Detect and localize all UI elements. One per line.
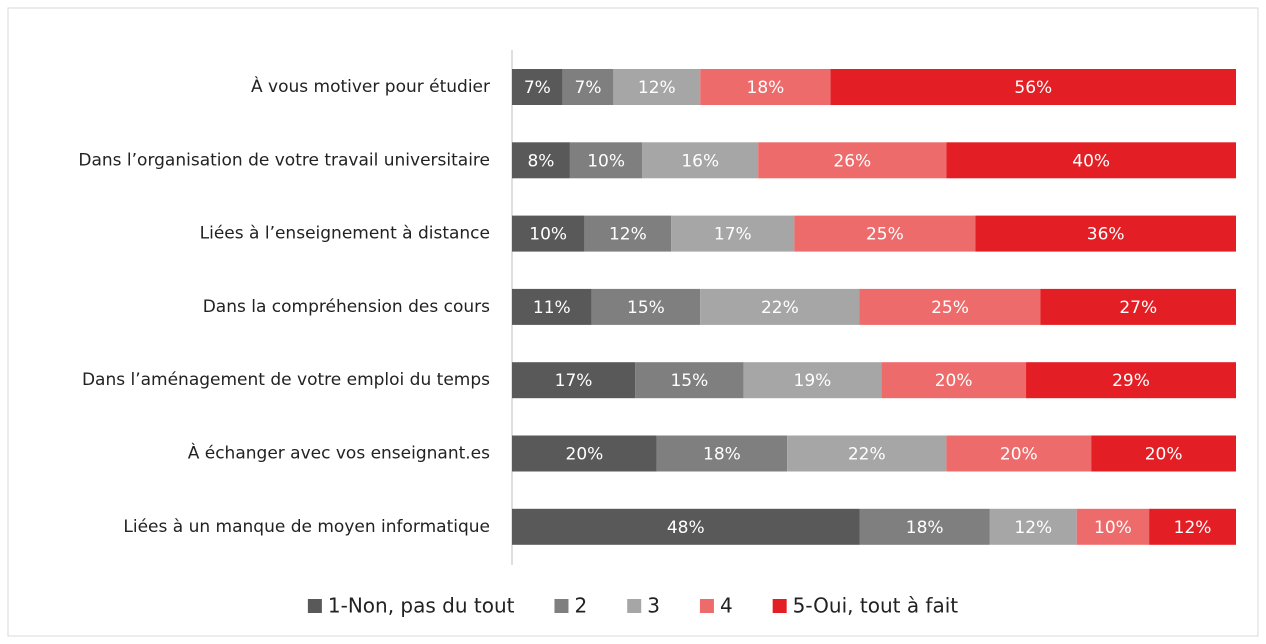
category-label: Dans l’organisation de votre travail uni… <box>78 150 490 170</box>
value-label: 15% <box>627 298 665 318</box>
value-label: 12% <box>1174 518 1212 538</box>
value-label: 25% <box>866 225 904 245</box>
legend-swatch <box>307 599 322 613</box>
value-label: 27% <box>1119 298 1157 318</box>
bar-segment <box>743 362 882 399</box>
value-label: 20% <box>935 371 973 391</box>
value-label: 26% <box>833 151 871 171</box>
value-label: 18% <box>703 445 741 465</box>
legend-label: 3 <box>647 594 660 618</box>
value-label: 7% <box>575 78 602 98</box>
bar-segment <box>758 142 947 179</box>
category-label: Liées à l’enseignement à distance <box>200 224 490 244</box>
value-label: 56% <box>1014 78 1052 98</box>
value-label: 22% <box>761 298 799 318</box>
bar-segment <box>512 142 570 179</box>
bar-segment <box>671 215 795 252</box>
value-label: 29% <box>1112 371 1150 391</box>
value-label: 12% <box>609 225 647 245</box>
bar-segment <box>591 288 701 325</box>
value-label: 17% <box>555 371 593 391</box>
bar-segment <box>512 288 592 325</box>
bar-segment <box>975 215 1236 252</box>
bar-segment <box>1076 508 1150 545</box>
bar-segment <box>700 288 860 325</box>
bar-segment <box>562 69 614 105</box>
value-label: 22% <box>848 445 886 465</box>
legend-swatch <box>699 599 714 613</box>
value-label: 11% <box>533 298 571 318</box>
value-label: 48% <box>667 518 705 538</box>
bar-segment <box>569 142 643 179</box>
value-label: 36% <box>1087 225 1125 245</box>
bar-segment <box>946 142 1236 179</box>
bar-segment <box>512 362 636 399</box>
value-label: 40% <box>1072 151 1110 171</box>
value-label: 12% <box>638 78 676 98</box>
category-label: À échanger avec vos enseignant.es <box>188 442 490 464</box>
value-label: 25% <box>931 298 969 318</box>
bar-segment <box>787 435 947 472</box>
bar-segment <box>613 69 701 105</box>
bar-segment <box>859 508 990 545</box>
bar-segment <box>512 69 563 105</box>
value-label: 18% <box>906 518 944 538</box>
category-label: À vous motiver pour étudier <box>251 75 490 97</box>
value-label: 10% <box>529 225 567 245</box>
legend-label: 1-Non, pas du tout <box>328 594 515 618</box>
bar-segment <box>989 508 1077 545</box>
legend-swatch <box>554 599 569 613</box>
category-label: Liées à un manque de moyen informatique <box>123 517 490 537</box>
bar-segment <box>1026 362 1236 399</box>
value-label: 8% <box>527 151 554 171</box>
bar-segment <box>881 362 1027 399</box>
bar-segment <box>859 288 1041 325</box>
value-label: 20% <box>1000 445 1038 465</box>
bar-segment <box>584 215 672 252</box>
value-label: 16% <box>681 151 719 171</box>
bar-segment <box>1040 288 1236 325</box>
value-label: 19% <box>794 371 832 391</box>
bar-segment <box>1149 508 1236 545</box>
category-label: Dans la compréhension des cours <box>203 297 490 317</box>
bar-segment <box>635 362 744 399</box>
bar-segment <box>794 215 976 252</box>
bar-segment <box>946 435 1092 472</box>
bar-segment <box>656 435 788 472</box>
bar-segment <box>512 508 860 545</box>
value-label: 12% <box>1014 518 1052 538</box>
bar-segment <box>512 215 585 252</box>
legend-label: 2 <box>574 594 587 618</box>
value-label: 10% <box>1094 518 1132 538</box>
value-label: 18% <box>747 78 785 98</box>
category-label: Dans l’aménagement de votre emploi du te… <box>82 370 490 390</box>
legend-swatch <box>772 599 787 613</box>
value-label: 10% <box>587 151 625 171</box>
bar-segment <box>830 69 1236 105</box>
legend-label: 5-Oui, tout à fait <box>793 594 959 618</box>
value-label: 15% <box>670 371 708 391</box>
value-label: 17% <box>714 225 752 245</box>
bar-segment <box>1091 435 1236 472</box>
bar-segment <box>512 435 657 472</box>
legend-swatch <box>627 599 642 613</box>
value-label: 20% <box>566 445 604 465</box>
legend-label: 4 <box>720 594 733 618</box>
value-label: 20% <box>1145 445 1183 465</box>
bar-segment <box>642 142 759 179</box>
bar-segment <box>700 69 831 105</box>
value-label: 7% <box>524 78 551 98</box>
